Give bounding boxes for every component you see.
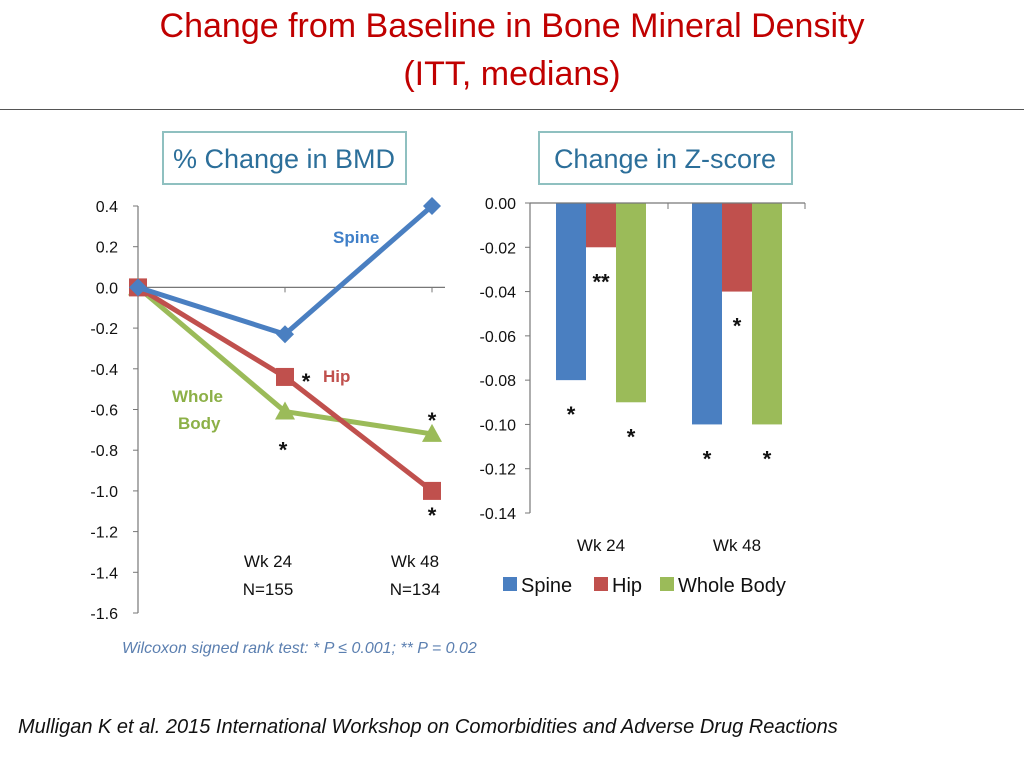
whole-body-point <box>422 423 442 442</box>
whole-body-bar-wk-24 <box>616 203 646 403</box>
slide-title: Change from Baseline in Bone Mineral Den… <box>159 7 865 45</box>
bmd-chart-labels: Wk 24 N=155 Wk 48 N=134 * * * * <box>243 369 441 599</box>
hip-series-label: Hip <box>323 367 350 386</box>
hip-significance-star: * <box>428 503 437 528</box>
bmd-y-tick-label: -0.6 <box>90 403 118 420</box>
spine-bar-significance-star: * <box>703 446 712 471</box>
zscore-chart-bars <box>556 203 782 425</box>
hip-point <box>276 367 294 386</box>
bmd-y-tick-label: -0.8 <box>90 443 118 460</box>
spine-point <box>129 278 147 297</box>
zscore-y-tick-label: -0.08 <box>480 373 517 390</box>
bmd-y-tick-label: 0.4 <box>96 199 118 216</box>
whole-body-significance-star: * <box>428 408 437 433</box>
zscore-x-label-wk-24: Wk 24 <box>577 536 625 555</box>
whole-body-series-label-line2: Body <box>178 414 221 433</box>
bmd-y-tick-label: -1.6 <box>90 606 118 623</box>
whole-body-bar-significance-star: * <box>627 424 636 449</box>
citation-footer: Mulligan K et al. 2015 International Wor… <box>18 716 838 738</box>
legend-swatch-spine <box>503 577 517 591</box>
legend-swatch-whole-body <box>660 577 674 591</box>
legend-label-hip: Hip <box>612 575 642 597</box>
bmd-x-label-wk-24: Wk 24 <box>244 552 292 571</box>
spine-bar-wk-24 <box>556 203 586 381</box>
hip-point <box>423 481 441 500</box>
zscore-y-tick-label: -0.04 <box>480 285 517 302</box>
zscore-y-tick-label: -0.10 <box>480 417 517 434</box>
bmd-y-tick-label: 0.0 <box>96 280 118 297</box>
hip-bar-significance-star: * <box>733 314 742 339</box>
bmd-chart-axes: 0.4 0.2 0.0 -0.2 -0.4 -0.6 -0.8 -1.0 -1.2 -1.4 -1.… <box>90 199 445 623</box>
hip-significance-star: * <box>302 369 311 394</box>
legend-swatch-hip <box>594 577 608 591</box>
legend-label-spine: Spine <box>521 575 572 597</box>
legend-label-whole-body: Whole Body <box>678 575 786 597</box>
zscore-y-tick-label: -0.02 <box>480 240 517 257</box>
zscore-y-tick-label: -0.12 <box>480 462 517 479</box>
zscore-chart-axes: 0.00 -0.02 -0.04 -0.06 -0.08 -0.10 -0.12 -0.14 <box>480 196 806 523</box>
zscore-chart-title: Change in Z-score <box>554 144 776 174</box>
whole-body-significance-star: * <box>279 438 288 463</box>
zscore-x-label-wk-48: Wk 48 <box>713 536 761 555</box>
spine-point <box>276 325 294 344</box>
bmd-chart-title: % Change in BMD <box>173 144 395 174</box>
whole-body-point <box>275 401 295 420</box>
zscore-y-tick-label: -0.14 <box>480 506 517 523</box>
whole-body-bar-significance-star: * <box>763 446 772 471</box>
hip-bar-wk-24 <box>586 203 616 248</box>
bmd-y-tick-label: -1.4 <box>90 565 118 582</box>
title-divider <box>0 109 1024 110</box>
statistics-footnote: Wilcoxon signed rank test: * P ≤ 0.001; … <box>122 640 477 657</box>
spine-point <box>423 197 441 215</box>
bmd-chart-title-box <box>162 131 407 185</box>
whole-body-bar-wk-48 <box>752 203 782 425</box>
bmd-y-tick-label: -1.0 <box>90 484 118 501</box>
bmd-y-tick-label: 0.2 <box>96 240 118 257</box>
spine-bar-wk-48 <box>692 203 722 425</box>
hip-bar-wk-48 <box>722 203 752 292</box>
bmd-y-tick-label: -1.2 <box>90 525 118 542</box>
bmd-y-tick-label: -0.4 <box>90 362 118 379</box>
zscore-y-tick-label: -0.06 <box>480 329 517 346</box>
bmd-x-label-n: N=134 <box>390 580 441 599</box>
zscore-chart-title-box <box>538 131 793 185</box>
spine-bar-significance-star: * <box>567 402 576 427</box>
slide-subtitle: (ITT, medians) <box>403 55 621 93</box>
whole-body-series-label-line1: Whole <box>172 387 223 406</box>
bmd-chart-series <box>128 197 442 500</box>
bmd-x-label-wk-48: Wk 48 <box>391 552 439 571</box>
zscore-y-tick-label: 0.00 <box>485 196 516 213</box>
hip-bar-significance-star: ** <box>592 269 610 294</box>
charts-canvas: % Change in BMD Change in Z-score 0.4 0.2… <box>90 131 806 657</box>
bmd-x-label-n: N=155 <box>243 580 294 599</box>
spine-series-label: Spine <box>333 228 379 247</box>
bmd-y-tick-label: -0.2 <box>90 321 118 338</box>
